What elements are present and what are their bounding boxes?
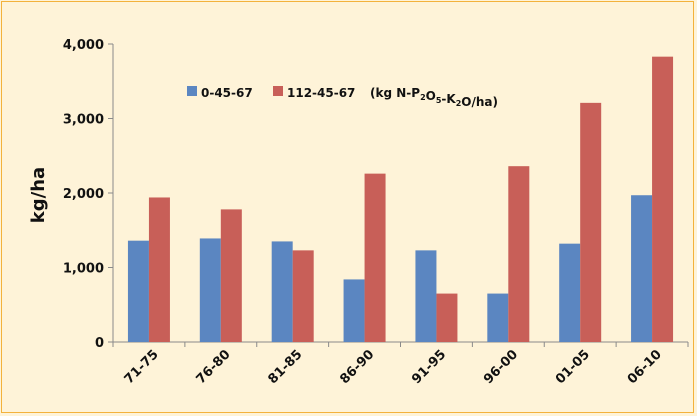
bar-0-45-67-06-10 [631, 195, 653, 342]
x-tick-label: 01-05 [553, 347, 593, 387]
bar-0-45-67-86-90 [343, 279, 365, 342]
bar-112-45-67-01-05 [580, 102, 602, 342]
y-tick-label: 2,000 [63, 187, 104, 202]
legend-swatch-1 [273, 86, 283, 96]
y-ticks: 0 1,000 2,000 3,000 4,000 [63, 38, 113, 351]
x-tick-label: 76-80 [194, 347, 234, 387]
x-ticks: 71-75 76-80 81-85 86-90 91-95 96-00 01-05 06-10 [112, 342, 689, 387]
bar-112-45-67-81-85 [292, 250, 314, 342]
x-tick-label: 71-75 [122, 347, 162, 387]
x-tick-label: 81-85 [266, 347, 306, 387]
bar-112-45-67-96-00 [508, 166, 530, 342]
bar-0-45-67-81-85 [271, 241, 293, 342]
bar-112-45-67-06-10 [652, 56, 674, 342]
y-tick-label: 0 [95, 336, 104, 351]
x-tick-label: 86-90 [337, 347, 377, 387]
x-tick-label: 96-00 [481, 347, 521, 387]
y-axis-label: kg/ha [28, 167, 49, 223]
legend-swatch-0 [187, 86, 197, 96]
bar-112-45-67-71-75 [148, 197, 170, 342]
bar-112-45-67-86-90 [364, 173, 386, 342]
bar-0-45-67-71-75 [127, 240, 149, 342]
y-tick-label: 3,000 [63, 113, 104, 128]
legend-units-note: (kg N-P2O5-K2O/ha) [370, 86, 498, 109]
y-tick-label: 4,000 [63, 38, 104, 53]
legend: 0-45-67 112-45-67 (kg N-P2O5-K2O/ha) [187, 86, 498, 109]
bar-0-45-67-91-95 [415, 250, 437, 342]
bar-0-45-67-76-80 [199, 238, 221, 342]
bar-112-45-67-91-95 [436, 293, 458, 342]
y-tick-label: 1,000 [63, 262, 104, 277]
bars [127, 56, 674, 342]
legend-label-1: 112-45-67 [287, 86, 355, 100]
legend-label-0: 0-45-67 [201, 86, 253, 100]
x-tick-label: 06-10 [625, 347, 665, 387]
bar-112-45-67-76-80 [220, 209, 242, 342]
bar-0-45-67-01-05 [559, 243, 581, 342]
x-tick-label: 91-95 [409, 347, 449, 387]
bar-0-45-67-96-00 [487, 293, 509, 342]
